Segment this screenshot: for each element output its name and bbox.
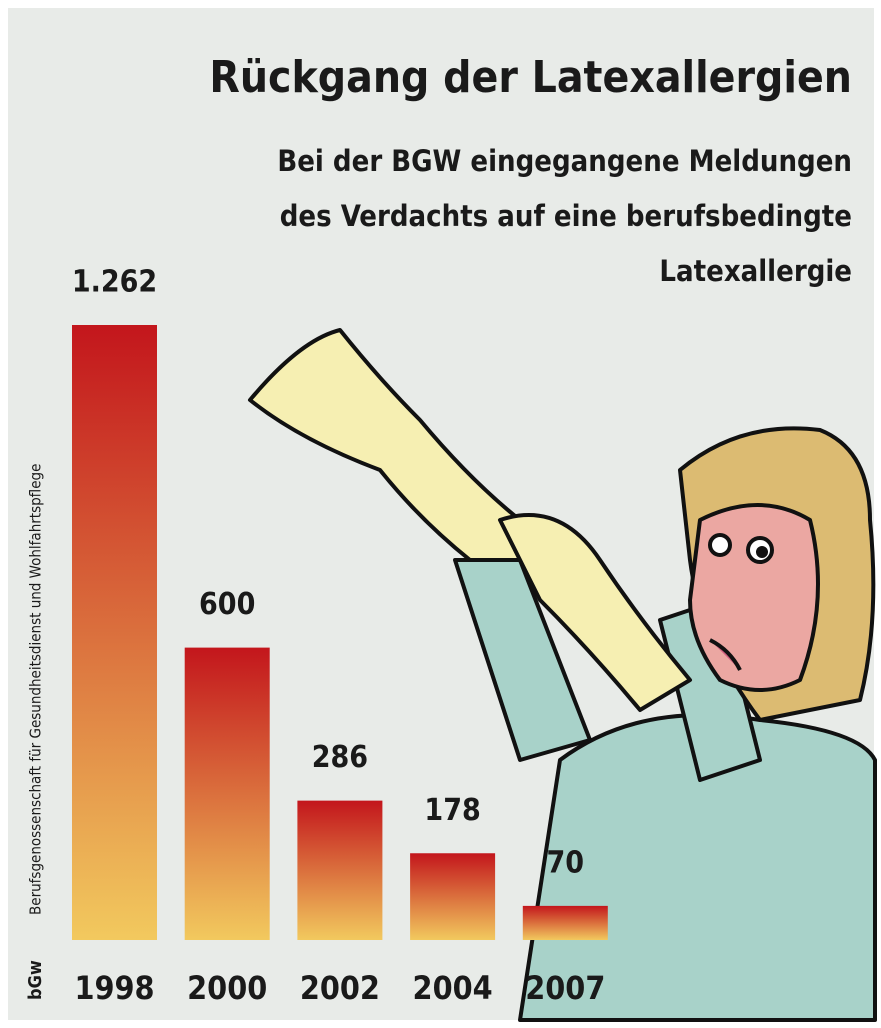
bar	[184, 647, 270, 940]
chart-title: Rückgang der Latexallergien	[209, 52, 852, 103]
subtitle: Bei der BGW eingegangene Meldungen	[277, 144, 852, 178]
illustration	[248, 328, 877, 1022]
value-label: 600	[199, 587, 255, 622]
value-label: 286	[312, 740, 368, 775]
x-tick-label: 2000	[187, 969, 267, 1007]
bar	[410, 853, 496, 940]
x-tick-label: 2002	[300, 969, 380, 1007]
source: Berufsgenossenschaft für Gesundheitsdien…	[27, 464, 45, 915]
bar	[72, 325, 157, 940]
logo: bGw	[25, 960, 46, 1000]
x-tick-label: 1998	[74, 969, 154, 1007]
bar	[297, 800, 383, 940]
bar	[522, 905, 608, 940]
x-tick-label: 2004	[413, 969, 493, 1007]
x-tick-label: 2007	[525, 969, 605, 1007]
subtitle: Latexallergie	[659, 254, 852, 288]
value-label: 178	[424, 793, 480, 828]
subtitle: des Verdachts auf eine berufsbedingte	[280, 199, 852, 233]
value-label: 1.262	[72, 265, 157, 300]
value-label: 70	[547, 845, 585, 880]
